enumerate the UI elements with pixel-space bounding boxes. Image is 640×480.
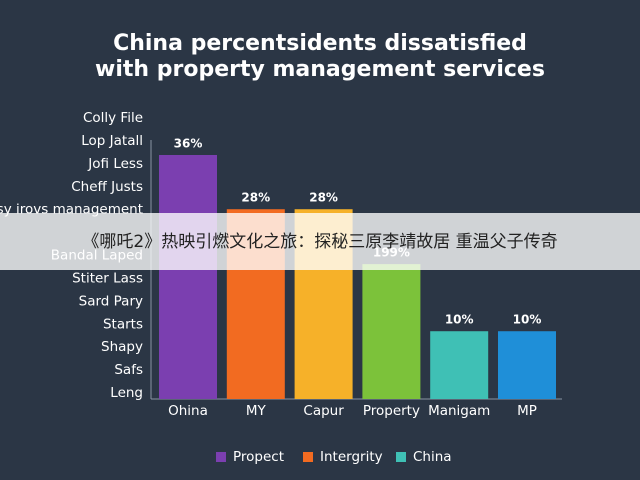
- y-axis-label: Leng: [110, 385, 143, 401]
- legend-swatch: [216, 452, 226, 462]
- x-tick-label: Ohina: [168, 403, 208, 419]
- legend-swatch: [303, 452, 313, 462]
- y-axis-label: Jofi Less: [87, 156, 143, 172]
- x-tick-label: Capur: [303, 403, 344, 419]
- legend-label: Intergrity: [320, 449, 383, 465]
- bar: [430, 331, 489, 399]
- chart-title: with property management services: [95, 57, 545, 82]
- legend-label: China: [413, 449, 452, 465]
- banner-text: 《哪吒2》热映引燃文化之旅：探秘三原李靖故居 重温父子传奇: [82, 232, 557, 252]
- x-tick-label: Manigam: [428, 403, 490, 419]
- banner: [0, 213, 640, 270]
- y-axis-label: Lop Jatall: [81, 133, 143, 149]
- value-label: 10%: [513, 313, 542, 327]
- x-tick-label: MY: [246, 403, 267, 419]
- y-axis-label: Stiter Lass: [72, 270, 143, 286]
- y-axis-label: Starts: [103, 316, 143, 332]
- y-axis-label: Colly File: [83, 110, 143, 126]
- y-axis-label: Cheff Justs: [71, 179, 143, 195]
- value-label: 28%: [309, 191, 338, 205]
- legend-label: Propect: [233, 449, 284, 465]
- y-axis-label: Safs: [114, 362, 143, 378]
- bar: [159, 155, 217, 399]
- legend-swatch: [396, 452, 406, 462]
- y-axis-label: Sard Pary: [79, 293, 143, 309]
- value-label: 10%: [445, 313, 474, 327]
- chart-title: China percentsidents dissatisfied: [113, 31, 527, 56]
- value-label: 28%: [241, 191, 270, 205]
- value-label: 36%: [174, 137, 203, 151]
- bar: [362, 264, 421, 399]
- x-tick-label: Property: [363, 403, 420, 419]
- y-axis-label: Shapy: [101, 339, 143, 355]
- bar: [498, 331, 556, 399]
- x-tick-label: MP: [517, 403, 537, 419]
